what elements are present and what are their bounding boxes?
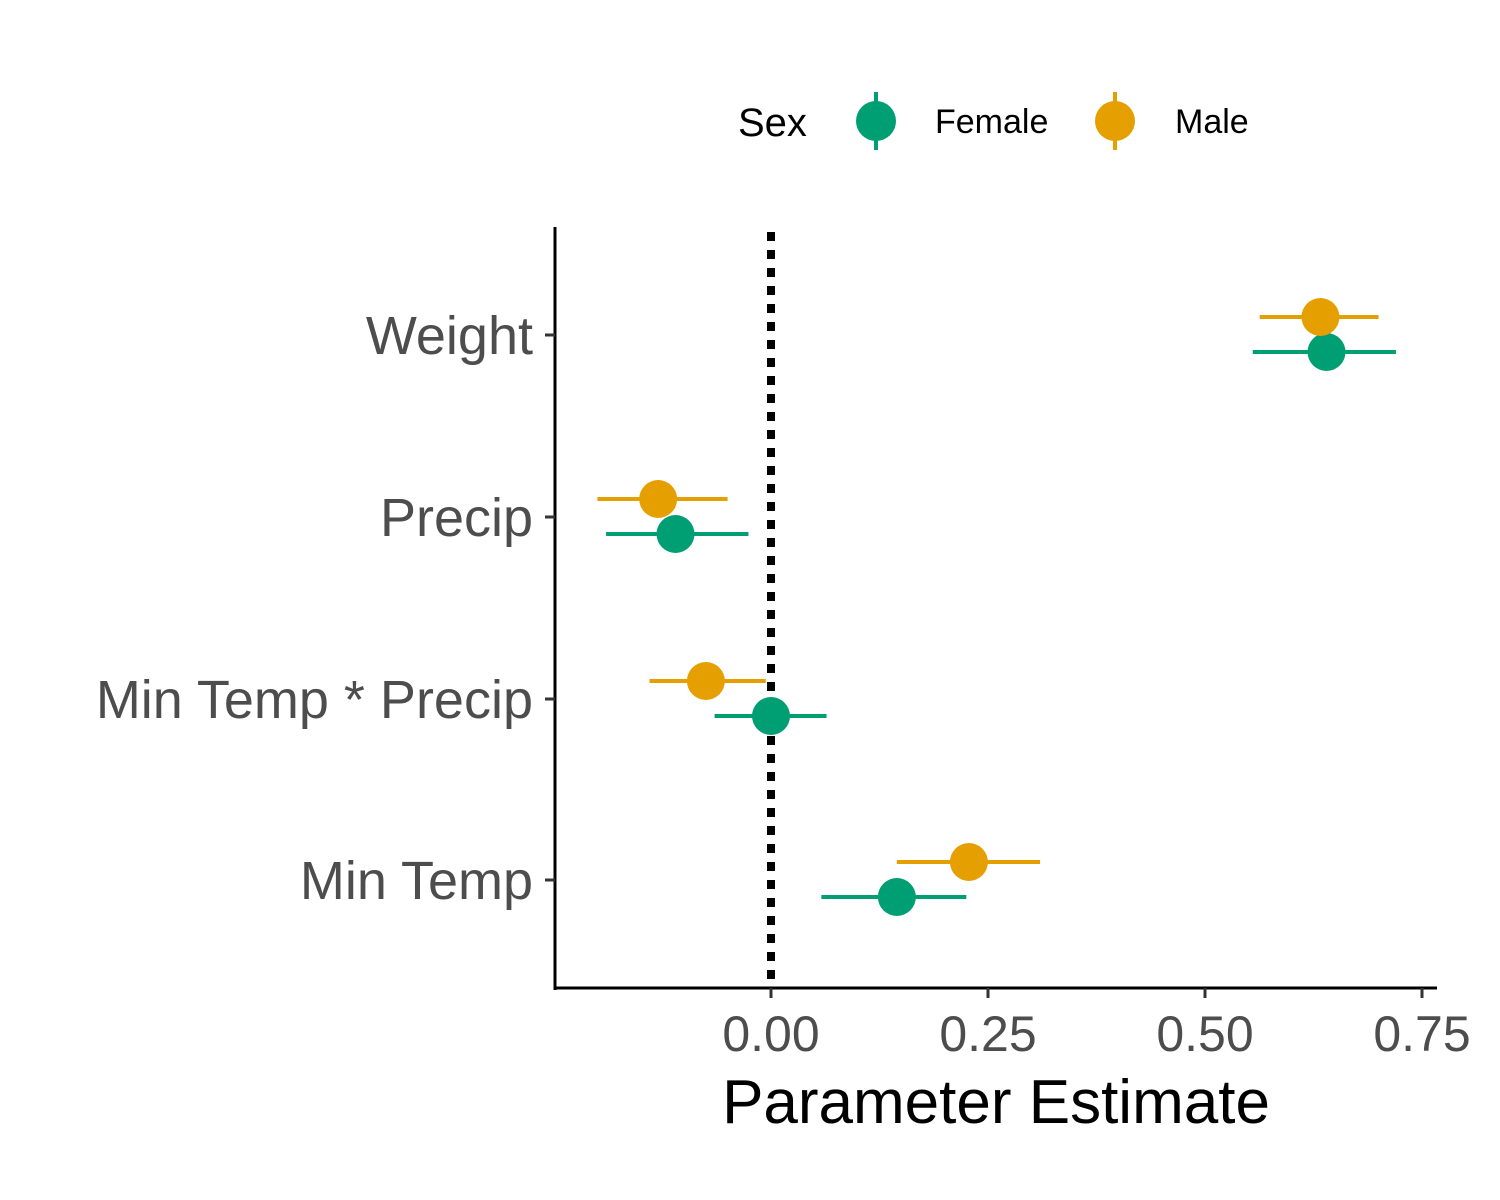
- point-male: [597, 480, 728, 518]
- legend-title: Sex: [738, 101, 807, 145]
- y-tick-label: Min Temp: [300, 851, 533, 911]
- axes: Weight Precip Min Temp * Precip Min Temp 0.0…: [96, 227, 1471, 1062]
- y-tick-label: Min Temp * Precip: [96, 670, 533, 730]
- estimate-dot: [949, 843, 988, 881]
- point-male: [649, 662, 766, 700]
- legend-label-male: Male: [1175, 103, 1249, 141]
- estimate-dot: [1301, 298, 1340, 336]
- point-female: [821, 878, 967, 916]
- point-male: [896, 843, 1041, 881]
- x-axis-title: Parameter Estimate: [722, 1068, 1270, 1137]
- x-tick-label: 0.75: [1373, 1006, 1470, 1062]
- x-tick-label: 0.00: [722, 1006, 819, 1062]
- legend-key-male: [1095, 92, 1135, 150]
- y-tick-label: Precip: [380, 488, 533, 548]
- point-female: [606, 515, 749, 553]
- estimate-dot: [1307, 333, 1346, 371]
- point-female: [714, 697, 827, 735]
- estimate-dot: [752, 697, 790, 735]
- point-male: [1259, 298, 1379, 336]
- legend-key-female: [856, 92, 896, 150]
- point-female: [1252, 333, 1396, 371]
- estimate-dot: [686, 662, 725, 700]
- legend-label-female: Female: [935, 103, 1048, 141]
- estimate-dot: [639, 480, 678, 518]
- x-tick-label: 0.50: [1156, 1006, 1253, 1062]
- data-marks: [597, 298, 1396, 916]
- estimate-dot: [877, 878, 916, 916]
- estimate-dot: [656, 515, 695, 553]
- legend: Sex Female Male: [738, 92, 1249, 150]
- y-tick-label: Weight: [366, 306, 533, 366]
- x-tick-label: 0.25: [939, 1006, 1036, 1062]
